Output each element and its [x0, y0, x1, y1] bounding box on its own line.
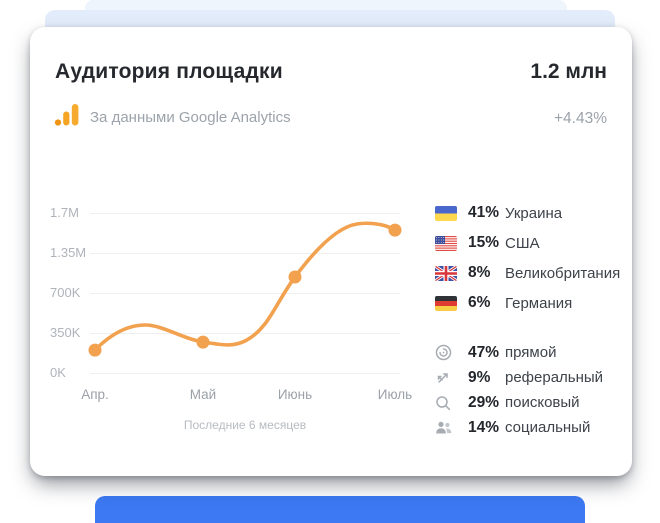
source-percent: 47%	[468, 343, 500, 361]
audience-card: Аудитория площадки 1.2 млн За данными Go…	[30, 27, 632, 476]
y-tick-label: 350K	[50, 325, 81, 340]
traffic-source-row: 9% реферальный	[435, 365, 603, 390]
referral-arrows-icon	[435, 369, 457, 387]
y-tick-label: 1.7M	[50, 205, 79, 220]
source-percent: 14%	[468, 418, 500, 436]
gridline	[90, 293, 400, 294]
countries-list: 41% Украина 15% США 8% Великобритания 6% Герман…	[435, 198, 620, 318]
y-tick-label: 1.35M	[50, 245, 87, 260]
country-percent: 41%	[468, 204, 500, 221]
data-source-label: За данными Google Analytics	[90, 108, 291, 126]
country-percent: 15%	[468, 234, 500, 251]
country-row: 41% Украина	[435, 198, 620, 228]
chart-caption: Последние 6 месяцев	[183, 418, 307, 432]
x-tick-label: Июль	[377, 387, 413, 402]
x-tick-label: Июнь	[277, 387, 313, 402]
country-row: 8% Великобритания	[435, 258, 620, 288]
google-analytics-icon	[53, 101, 80, 133]
source-percent: 29%	[468, 393, 500, 411]
x-tick-label: Май	[189, 387, 217, 402]
x-tick-label: Апр.	[81, 387, 109, 402]
source-label: прямой	[505, 344, 557, 361]
people-icon	[435, 419, 457, 437]
growth-delta: +4.43%	[553, 110, 607, 127]
country-row: 15% США	[435, 228, 620, 258]
traffic-source-row: 47% прямой	[435, 340, 603, 365]
usa-flag-icon	[435, 235, 457, 251]
country-name: Германия	[505, 294, 573, 312]
uk-flag-icon	[435, 265, 457, 281]
traffic-source-row: 29% поисковый	[435, 390, 603, 415]
y-tick-label: 0K	[50, 365, 66, 380]
background-bottom-blue-bar	[95, 496, 585, 523]
country-row: 6% Германия	[435, 288, 620, 318]
audience-total-value: 1.2 млн	[530, 60, 607, 83]
traffic-source-row: 14% социальный	[435, 415, 603, 440]
gridline	[90, 253, 400, 254]
card-title: Аудитория площадки	[55, 60, 283, 83]
source-percent: 9%	[468, 368, 491, 386]
germany-flag-icon	[435, 295, 457, 311]
country-percent: 8%	[468, 264, 491, 281]
country-percent: 6%	[468, 294, 491, 311]
gridline	[90, 333, 400, 334]
gridline	[90, 213, 400, 214]
search-icon	[435, 394, 457, 412]
country-name: США	[505, 234, 540, 252]
country-name: Украина	[505, 204, 563, 222]
gridline	[90, 373, 400, 374]
target-icon	[435, 344, 457, 362]
country-name: Великобритания	[505, 264, 621, 282]
traffic-sources-list: 47% прямой 9% реферальный 29% поисковый 14% соц…	[435, 340, 603, 440]
y-tick-label: 700K	[50, 285, 81, 300]
source-label: социальный	[505, 419, 591, 436]
source-label: реферальный	[505, 369, 604, 386]
source-label: поисковый	[505, 394, 580, 411]
ukraine-flag-icon	[435, 205, 457, 221]
